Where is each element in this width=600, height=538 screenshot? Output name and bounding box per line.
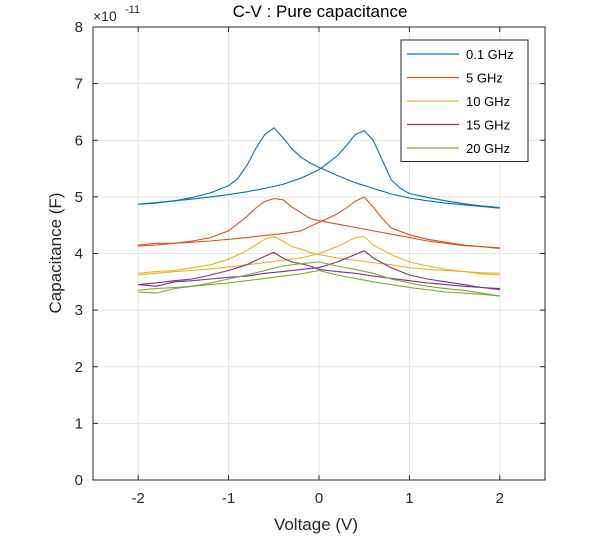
series-line-0-1-ghz-reverse [138, 130, 500, 209]
y-tick-label: 4 [75, 246, 83, 263]
x-tick-label: -2 [132, 490, 145, 507]
series-line-5-ghz-forward [138, 198, 500, 249]
y-tick-label: 7 [75, 76, 83, 93]
y-axis-label: Capacitance (F) [46, 193, 65, 314]
series-line-0-1-ghz-forward [138, 127, 500, 209]
x-tick-label: 1 [405, 490, 413, 507]
series-line-20-ghz-forward [138, 269, 500, 297]
series-line-20-ghz-reverse [138, 261, 500, 297]
legend-label: 10 GHz [466, 94, 510, 109]
x-tick-label: -1 [222, 490, 235, 507]
y-tick-label: 6 [75, 132, 83, 149]
axis-ticks: -2 -1 0 1 2 0 1 2 3 4 5 6 7 8 [75, 19, 545, 507]
y-tick-label: 1 [75, 415, 83, 432]
legend-label: 20 GHz [466, 141, 510, 156]
x-tick-label: 0 [315, 490, 323, 507]
x-tick-label: 2 [496, 490, 504, 507]
y-multiplier-exponent: -11 [125, 4, 140, 16]
chart-title: C-V : Pure capacitance [233, 2, 408, 21]
legend: 0.1 GHz 5 GHz 10 GHz 15 GHz 20 GHz [400, 39, 529, 162]
series-line-10-ghz-reverse [138, 235, 500, 276]
y-tick-label: 0 [75, 472, 83, 489]
y-tick-label: 3 [75, 302, 83, 319]
y-tick-label: 8 [75, 19, 83, 36]
x-axis-label: Voltage (V) [274, 515, 358, 534]
legend-label: 5 GHz [466, 71, 503, 86]
series-line-15-ghz-reverse [138, 250, 500, 291]
series-line-15-ghz-forward [138, 251, 500, 290]
y-tick-label: 5 [75, 189, 83, 206]
y-tick-label: 2 [75, 359, 83, 376]
legend-label: 0.1 GHz [466, 47, 514, 62]
series-line-10-ghz-forward [138, 235, 500, 274]
series-line-5-ghz-reverse [138, 196, 500, 249]
legend-label: 15 GHz [466, 118, 510, 133]
y-multiplier-base: ×10 [93, 8, 117, 24]
series-layer [138, 127, 500, 297]
